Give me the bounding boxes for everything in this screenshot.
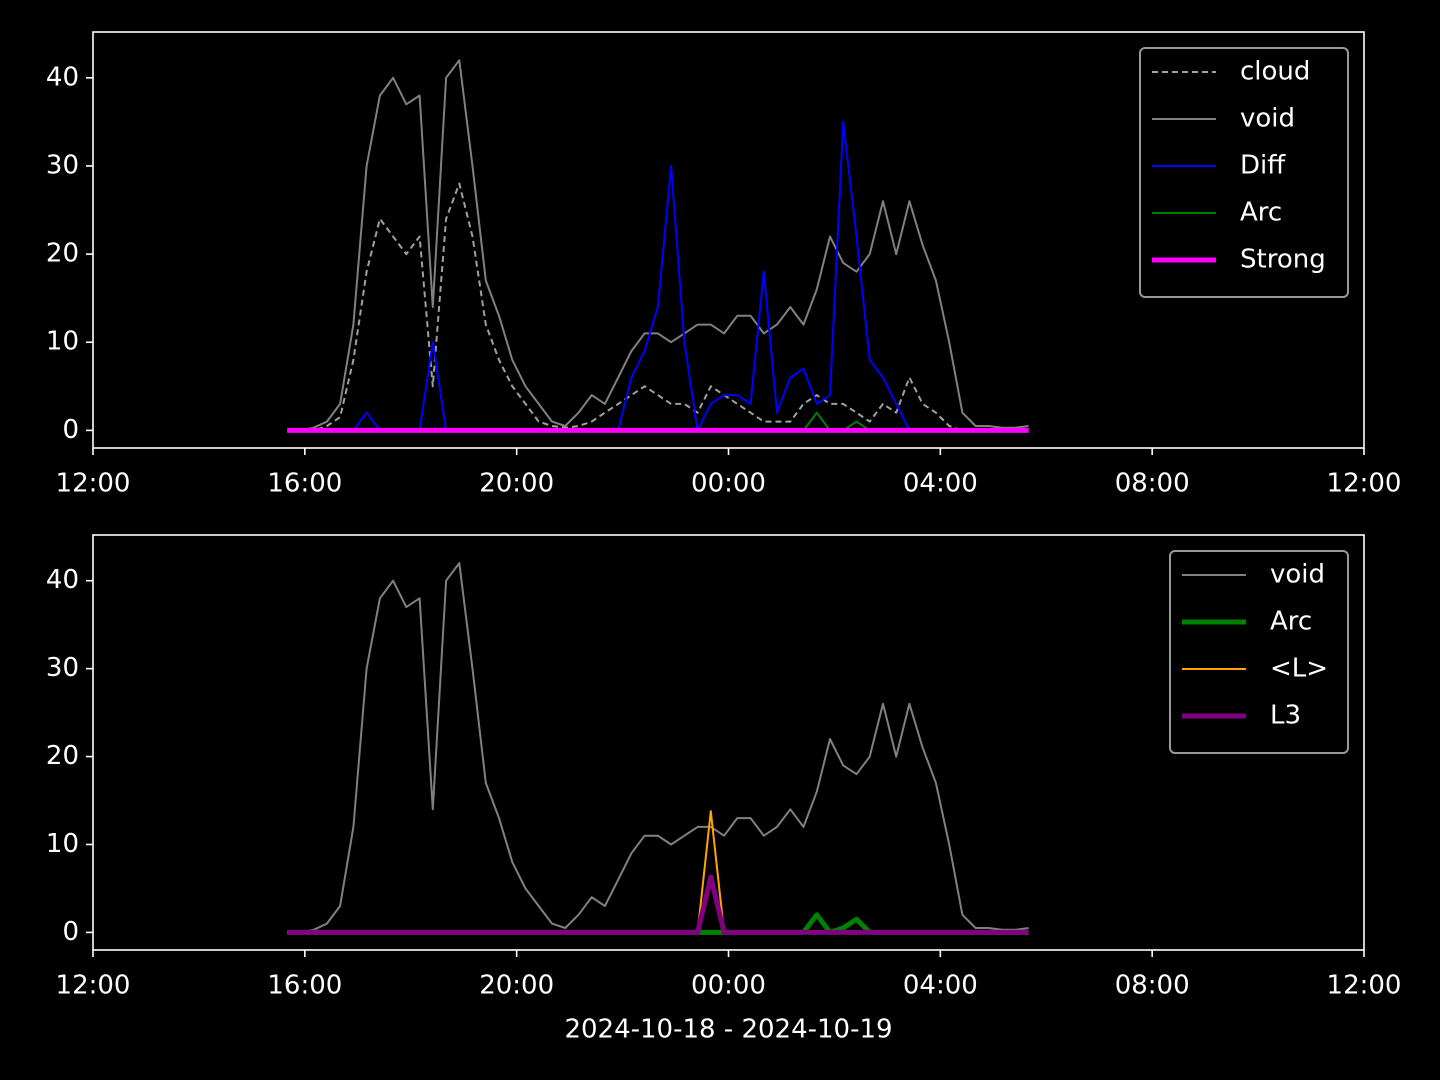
legend-label: Strong bbox=[1240, 245, 1326, 275]
x-tick-label: 20:00 bbox=[479, 469, 554, 499]
series-line bbox=[287, 182, 1029, 432]
y-tick-label: 0 bbox=[62, 917, 79, 947]
y-tick-label: 0 bbox=[62, 415, 79, 445]
x-tick-label: 16:00 bbox=[267, 469, 342, 499]
y-tick-label: 30 bbox=[46, 653, 79, 683]
x-tick-label: 00:00 bbox=[691, 971, 766, 1001]
legend-label: Diff bbox=[1240, 151, 1286, 181]
x-tick-label: 04:00 bbox=[903, 469, 978, 499]
y-tick-label: 20 bbox=[46, 239, 79, 269]
x-tick-label: 08:00 bbox=[1115, 469, 1190, 499]
legend-label: void bbox=[1270, 560, 1325, 590]
axes-frame bbox=[92, 534, 1365, 951]
legend-label: <L> bbox=[1270, 654, 1328, 684]
y-tick-label: 10 bbox=[46, 829, 79, 859]
plot-background bbox=[93, 535, 1364, 950]
series-line bbox=[287, 874, 1029, 935]
legend-label: L3 bbox=[1270, 701, 1301, 731]
legend-label: cloud bbox=[1240, 57, 1310, 87]
x-tick-label: 04:00 bbox=[903, 971, 978, 1001]
legend-label: void bbox=[1240, 104, 1295, 134]
axes-frame bbox=[92, 31, 1365, 449]
series-line bbox=[287, 562, 1029, 934]
x-tick-label: 16:00 bbox=[267, 971, 342, 1001]
legend-label: Arc bbox=[1270, 607, 1312, 637]
y-tick-label: 10 bbox=[46, 327, 79, 357]
y-tick-label: 30 bbox=[46, 150, 79, 180]
legend-box bbox=[1169, 550, 1349, 754]
x-tick-label: 20:00 bbox=[479, 971, 554, 1001]
x-axis-label: 2024-10-18 - 2024-10-19 bbox=[564, 1015, 892, 1045]
series-line bbox=[287, 59, 1029, 432]
y-tick-label: 40 bbox=[46, 565, 79, 595]
legend-label: Arc bbox=[1240, 198, 1282, 228]
y-tick-label: 40 bbox=[46, 62, 79, 92]
x-tick-label: 12:00 bbox=[56, 971, 131, 1001]
x-tick-label: 12:00 bbox=[56, 469, 131, 499]
legend-box bbox=[1139, 47, 1349, 298]
x-tick-label: 08:00 bbox=[1115, 971, 1190, 1001]
x-tick-label: 12:00 bbox=[1327, 469, 1402, 499]
x-tick-label: 00:00 bbox=[691, 469, 766, 499]
x-tick-label: 12:00 bbox=[1327, 971, 1402, 1001]
y-tick-label: 20 bbox=[46, 741, 79, 771]
